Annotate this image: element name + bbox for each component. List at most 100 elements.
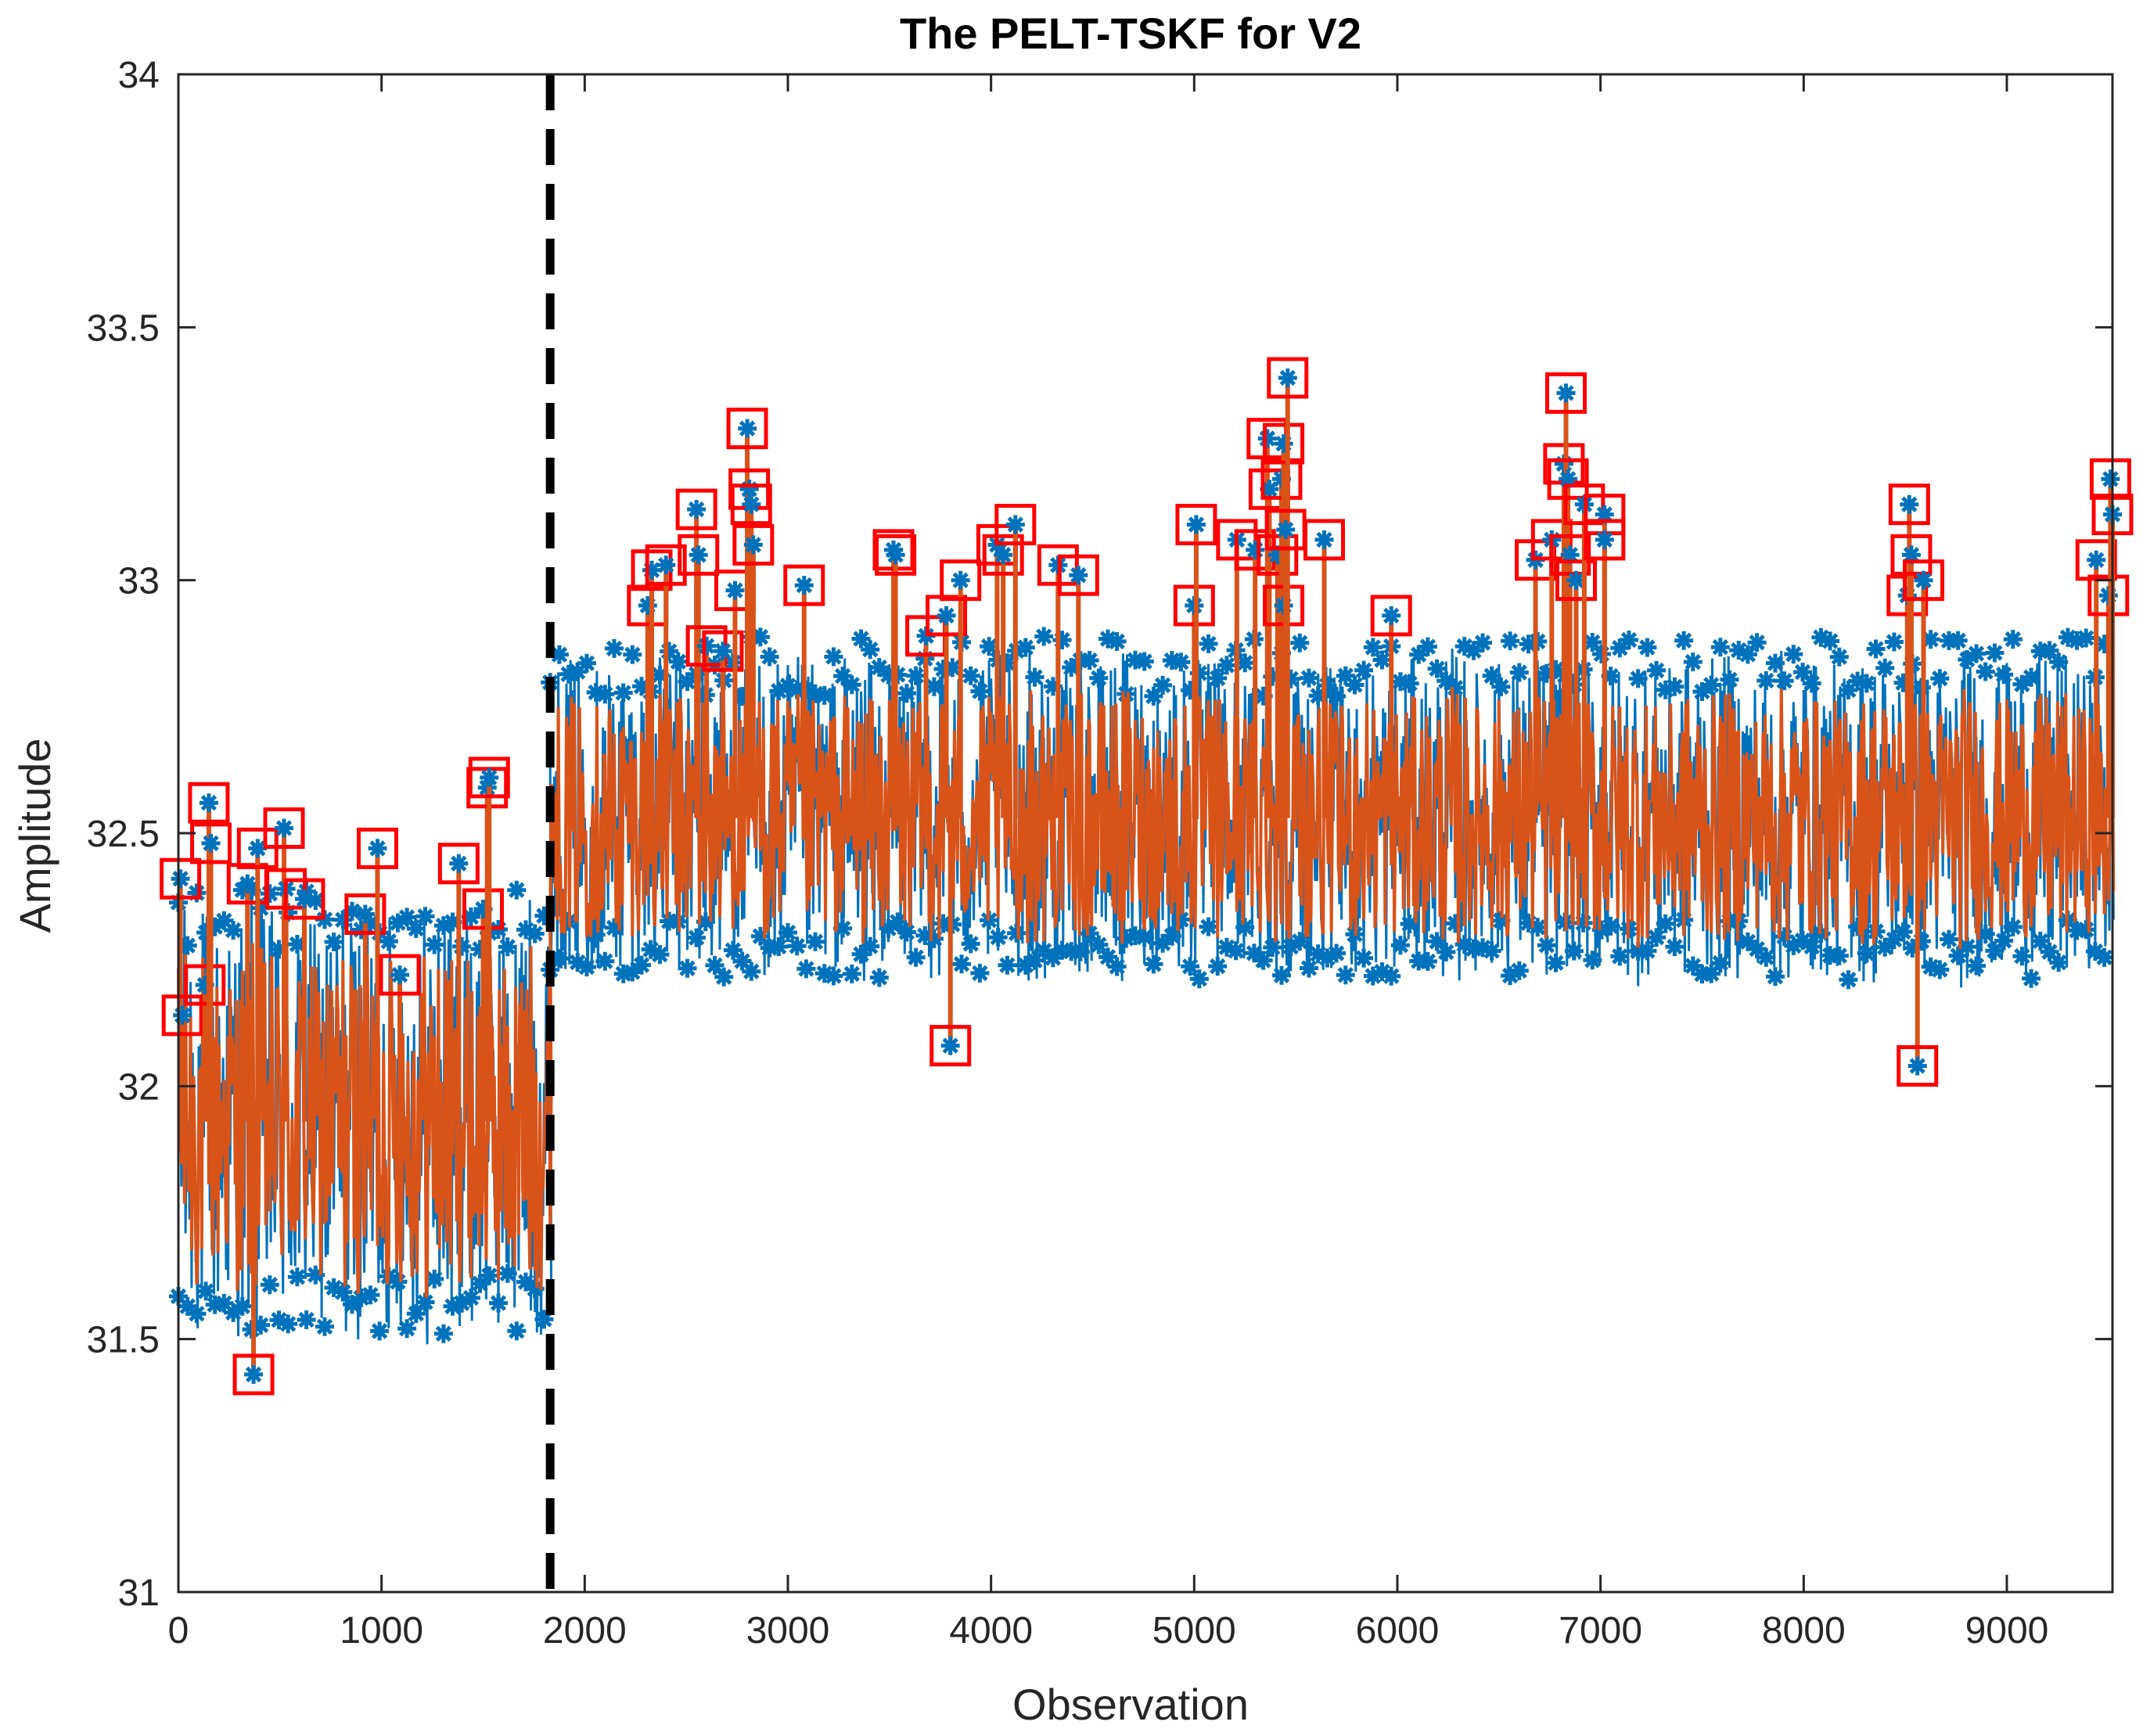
asterisk-marker-shape: [623, 645, 642, 664]
asterisk-marker-shape: [1069, 566, 1088, 585]
observed-point-marker: [869, 658, 889, 678]
outlier-box: [1897, 1044, 1939, 1087]
asterisk-marker-shape: [879, 918, 898, 938]
asterisk-marker-shape: [851, 944, 871, 964]
asterisk-marker-shape: [725, 580, 745, 600]
asterisk-marker-shape: [534, 1310, 554, 1329]
asterisk-marker-shape: [1300, 668, 1318, 688]
asterisk-marker-shape: [1866, 639, 1886, 659]
asterisk-marker-shape: [525, 1279, 545, 1299]
asterisk-marker-shape: [998, 653, 1017, 673]
asterisk-marker-shape: [1427, 659, 1447, 678]
observed-point-marker: [1930, 669, 1950, 688]
observed-point-marker: [1427, 932, 1447, 951]
observed-point-marker: [214, 1293, 234, 1313]
outlier-box: [1547, 458, 1589, 500]
asterisk-marker-shape: [915, 926, 935, 945]
observed-point-marker: [2030, 931, 2050, 951]
filtered-series-line: [177, 687, 2116, 1299]
outlier-point-marker: [656, 555, 676, 575]
observed-point-marker: [1034, 941, 1054, 961]
observed-point-marker: [1318, 948, 1337, 968]
asterisk-marker-shape: [1948, 631, 1968, 650]
outlier-box: [379, 954, 421, 996]
outlier-box: [702, 630, 744, 672]
observed-point-marker: [433, 1324, 453, 1343]
observed-point-marker: [1199, 634, 1218, 653]
asterisk-marker-shape: [824, 647, 843, 667]
asterisk-marker-shape: [1276, 520, 1296, 539]
asterisk-marker-shape: [906, 666, 926, 685]
observed-point-marker: [1620, 631, 1638, 649]
asterisk-marker-shape: [961, 934, 980, 954]
observed-point-marker: [2094, 634, 2114, 654]
asterisk-marker-shape: [1427, 932, 1447, 951]
observed-point-marker: [1400, 674, 1419, 693]
observed-point-marker: [769, 937, 789, 956]
observed-point-marker: [970, 963, 990, 983]
observed-point-marker: [379, 932, 398, 951]
asterisk-marker-shape: [1372, 650, 1392, 670]
asterisk-marker-shape: [388, 1272, 408, 1292]
observed-point-marker: [1080, 924, 1099, 943]
observed-point-marker: [1821, 631, 1840, 651]
outlier-box: [1890, 534, 1933, 576]
asterisk-marker-shape: [1144, 686, 1163, 706]
asterisk-marker-shape: [1418, 951, 1437, 971]
asterisk-marker-shape: [1400, 915, 1419, 933]
asterisk-marker-shape: [406, 919, 426, 938]
outlier-box: [232, 1353, 275, 1396]
observed-point-marker: [842, 964, 861, 983]
observed-point-marker: [1327, 687, 1347, 706]
asterisk-marker-shape: [2094, 947, 2114, 967]
outlier-point-marker: [743, 535, 763, 555]
observed-point-marker: [351, 1289, 371, 1307]
asterisk-marker-shape: [577, 958, 596, 977]
observed-point-marker: [1601, 667, 1620, 686]
asterisk-marker-shape: [343, 1295, 361, 1314]
outlier-point-marker: [449, 854, 469, 873]
observed-point-marker: [1253, 951, 1273, 970]
asterisk-marker-shape: [201, 833, 221, 853]
observed-point-marker: [1070, 942, 1090, 961]
observed-point-marker: [568, 953, 588, 972]
asterisk-marker-shape: [687, 928, 707, 947]
asterisk-marker-shape: [251, 898, 271, 918]
asterisk-marker-shape: [1263, 667, 1282, 686]
observed-point-marker: [1345, 675, 1365, 695]
observed-point-marker: [1784, 645, 1803, 664]
observed-point-marker: [2067, 631, 2087, 650]
asterisk-marker-shape: [605, 918, 624, 937]
outlier-point-marker: [738, 419, 757, 438]
asterisk-marker-shape: [196, 1281, 216, 1301]
asterisk-marker-shape: [739, 480, 759, 499]
outlier-point-marker: [195, 976, 214, 994]
observed-point-marker: [1446, 678, 1465, 698]
observed-point-marker: [1647, 660, 1667, 680]
asterisk-marker-shape: [2094, 634, 2114, 654]
asterisk-marker-shape: [1257, 429, 1277, 448]
outlier-box: [726, 408, 768, 450]
asterisk-marker-shape: [1901, 545, 1921, 565]
asterisk-marker-shape: [1208, 957, 1228, 976]
outlier-point-marker: [1186, 515, 1206, 534]
observed-point-marker: [1976, 662, 1995, 681]
outlier-box: [1257, 534, 1299, 576]
observed-point-marker: [1958, 937, 1977, 957]
outlier-box: [190, 822, 232, 864]
asterisk-marker-shape: [750, 926, 770, 946]
observed-point-marker: [406, 1304, 426, 1324]
asterisk-marker-shape: [1766, 653, 1785, 673]
asterisk-marker-shape: [315, 1317, 334, 1336]
asterisk-marker-shape: [1153, 933, 1173, 953]
outlier-point-marker: [884, 540, 903, 559]
asterisk-marker-shape: [1747, 940, 1767, 958]
asterisk-marker-shape: [2003, 630, 2023, 649]
observed-point-marker: [260, 1275, 279, 1295]
observed-point-marker: [178, 936, 197, 955]
outlier-box: [1888, 483, 1930, 526]
observed-point-marker: [1985, 643, 2005, 663]
observed-point-marker: [961, 934, 980, 954]
observed-point-marker: [1034, 627, 1054, 646]
asterisk-marker-shape: [461, 1289, 480, 1307]
